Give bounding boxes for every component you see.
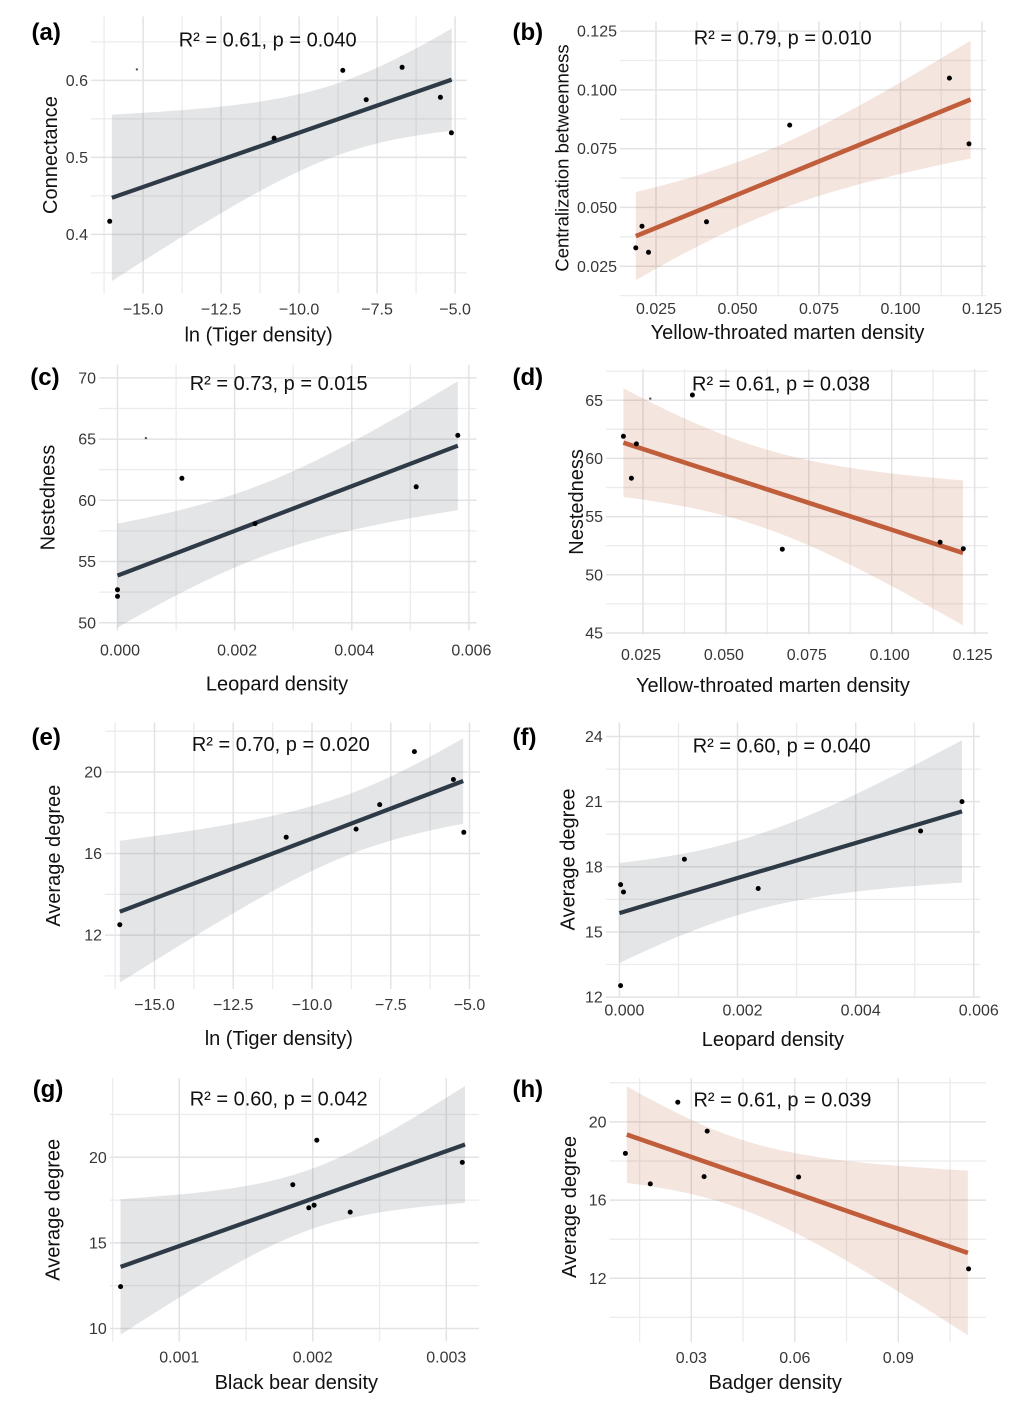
svg-text:0.03: 0.03	[676, 1350, 707, 1367]
svg-text:0.075: 0.075	[577, 141, 617, 158]
svg-text:20: 20	[84, 765, 102, 782]
svg-text:0.125: 0.125	[577, 24, 617, 41]
svg-text:0.050: 0.050	[577, 200, 617, 217]
svg-text:70: 70	[78, 371, 96, 388]
svg-text:−5.0: −5.0	[454, 997, 486, 1014]
svg-text:−12.5: −12.5	[213, 997, 254, 1014]
svg-text:20: 20	[589, 1115, 607, 1132]
svg-text:0.004: 0.004	[334, 642, 374, 659]
svg-text:0.050: 0.050	[717, 301, 757, 318]
svg-text:ln (Tiger density): ln (Tiger density)	[205, 1028, 353, 1050]
svg-text:0.000: 0.000	[604, 1003, 644, 1020]
svg-text:18: 18	[585, 859, 603, 876]
svg-text:(c): (c)	[30, 364, 59, 391]
svg-text:0.125: 0.125	[962, 301, 1002, 318]
svg-text:0.002: 0.002	[722, 1003, 762, 1020]
svg-text:55: 55	[78, 554, 96, 571]
svg-text:−10.0: −10.0	[292, 997, 333, 1014]
svg-text:(a): (a)	[32, 19, 61, 46]
svg-text:R² = 0.61, p = 0.039: R² = 0.61, p = 0.039	[693, 1090, 871, 1112]
svg-text:45: 45	[585, 626, 603, 643]
svg-text:−7.5: −7.5	[375, 997, 407, 1014]
svg-text:65: 65	[585, 393, 603, 410]
svg-text:0.06: 0.06	[779, 1350, 810, 1367]
svg-text:Nestedness: Nestedness	[38, 445, 60, 551]
svg-text:0.5: 0.5	[66, 150, 88, 167]
svg-text:Average degree: Average degree	[43, 1139, 65, 1281]
svg-text:R² = 0.61, p = 0.040: R² = 0.61, p = 0.040	[179, 29, 357, 51]
svg-text:−5.0: −5.0	[439, 302, 471, 319]
svg-text:60: 60	[78, 493, 96, 510]
svg-text:0.025: 0.025	[636, 301, 676, 318]
svg-text:Yellow-throated marten density: Yellow-throated marten density	[651, 322, 925, 344]
svg-text:Average degree: Average degree	[558, 789, 580, 931]
svg-text:0.050: 0.050	[704, 647, 744, 664]
svg-text:−12.5: −12.5	[201, 302, 242, 319]
svg-text:Centralization betweenness: Centralization betweenness	[552, 44, 573, 271]
svg-text:Connectance: Connectance	[40, 96, 62, 214]
svg-text:0.001: 0.001	[159, 1350, 199, 1367]
svg-text:R² = 0.60, p = 0.040: R² = 0.60, p = 0.040	[693, 736, 871, 758]
svg-text:0.125: 0.125	[953, 647, 993, 664]
svg-text:(f): (f)	[513, 724, 537, 751]
svg-text:10: 10	[89, 1321, 107, 1338]
svg-text:0.002: 0.002	[293, 1350, 333, 1367]
svg-text:0.000: 0.000	[100, 642, 140, 659]
svg-text:Yellow-throated marten density: Yellow-throated marten density	[636, 675, 910, 697]
svg-text:0.09: 0.09	[883, 1350, 914, 1367]
svg-text:−15.0: −15.0	[123, 302, 164, 319]
svg-text:ln (Tiger density): ln (Tiger density)	[184, 324, 332, 346]
svg-text:0.100: 0.100	[880, 301, 920, 318]
svg-text:0.100: 0.100	[577, 83, 617, 100]
svg-text:16: 16	[84, 846, 102, 863]
svg-text:(b): (b)	[513, 19, 544, 46]
svg-text:20: 20	[89, 1150, 107, 1167]
svg-text:15: 15	[585, 925, 603, 942]
svg-text:R² = 0.60, p = 0.042: R² = 0.60, p = 0.042	[190, 1088, 368, 1110]
svg-text:50: 50	[585, 567, 603, 584]
svg-text:0.004: 0.004	[841, 1003, 881, 1020]
svg-text:Average degree: Average degree	[43, 785, 65, 927]
svg-text:12: 12	[589, 1271, 607, 1288]
svg-text:16: 16	[589, 1193, 607, 1210]
svg-text:0.025: 0.025	[577, 259, 617, 276]
svg-text:R² = 0.79, p = 0.010: R² = 0.79, p = 0.010	[694, 28, 872, 50]
svg-text:−15.0: −15.0	[134, 997, 175, 1014]
svg-text:R² = 0.70, p = 0.020: R² = 0.70, p = 0.020	[192, 734, 370, 756]
svg-text:−7.5: −7.5	[361, 302, 393, 319]
svg-text:21: 21	[585, 794, 603, 811]
svg-text:55: 55	[585, 509, 603, 526]
svg-text:Nestedness: Nestedness	[566, 449, 588, 555]
svg-text:60: 60	[585, 451, 603, 468]
svg-text:R² = 0.73, p = 0.015: R² = 0.73, p = 0.015	[190, 373, 368, 395]
svg-text:12: 12	[585, 990, 603, 1007]
svg-text:0.025: 0.025	[621, 647, 661, 664]
svg-text:50: 50	[78, 615, 96, 632]
svg-text:(h): (h)	[513, 1076, 544, 1103]
svg-text:0.6: 0.6	[66, 73, 88, 90]
svg-text:0.100: 0.100	[870, 647, 910, 664]
svg-text:0.075: 0.075	[787, 647, 827, 664]
svg-text:Badger density: Badger density	[708, 1372, 841, 1394]
svg-text:Average degree: Average degree	[559, 1136, 581, 1278]
svg-text:−10.0: −10.0	[279, 302, 320, 319]
svg-text:12: 12	[84, 928, 102, 945]
svg-text:24: 24	[585, 729, 603, 746]
svg-text:(d): (d)	[513, 364, 544, 391]
svg-text:0.075: 0.075	[799, 301, 839, 318]
svg-text:Black bear density: Black bear density	[215, 1372, 378, 1394]
svg-text:0.002: 0.002	[217, 642, 257, 659]
svg-text:65: 65	[78, 432, 96, 449]
svg-text:15: 15	[89, 1236, 107, 1253]
svg-text:0.4: 0.4	[66, 227, 88, 244]
svg-text:(g): (g)	[33, 1076, 64, 1103]
svg-text:Leopard density: Leopard density	[702, 1029, 844, 1051]
svg-text:0.006: 0.006	[451, 642, 491, 659]
svg-text:Leopard density: Leopard density	[206, 674, 348, 696]
svg-text:(e): (e)	[32, 724, 61, 751]
svg-text:R² = 0.61, p = 0.038: R² = 0.61, p = 0.038	[692, 373, 870, 395]
svg-text:0.003: 0.003	[426, 1350, 466, 1367]
svg-text:0.006: 0.006	[959, 1003, 999, 1020]
